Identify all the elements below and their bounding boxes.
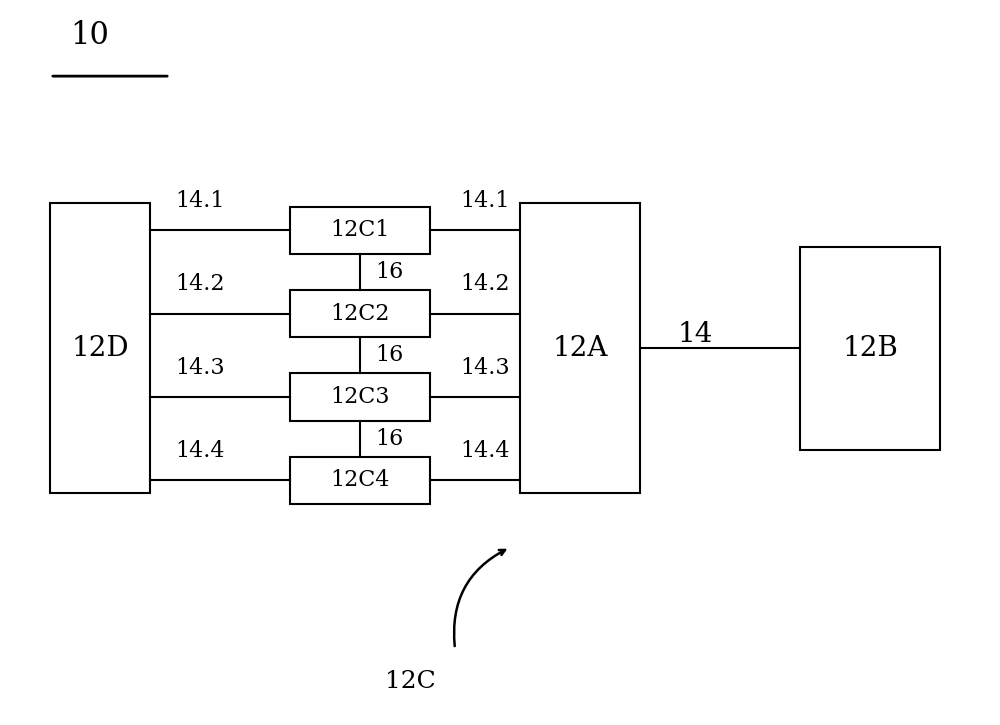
- Text: 14.4: 14.4: [175, 440, 225, 463]
- FancyBboxPatch shape: [520, 203, 640, 493]
- Text: 14.1: 14.1: [460, 190, 510, 212]
- Text: 14.2: 14.2: [460, 273, 510, 296]
- Text: 14.4: 14.4: [460, 440, 510, 463]
- FancyBboxPatch shape: [290, 457, 430, 504]
- Text: 14.3: 14.3: [460, 357, 510, 378]
- Text: 10: 10: [71, 20, 109, 51]
- Text: 16: 16: [375, 261, 403, 283]
- Text: 12D: 12D: [71, 334, 129, 362]
- Text: 14.3: 14.3: [175, 357, 225, 378]
- FancyBboxPatch shape: [290, 290, 430, 337]
- FancyBboxPatch shape: [290, 207, 430, 254]
- Text: 12C1: 12C1: [330, 219, 390, 241]
- FancyBboxPatch shape: [50, 203, 150, 493]
- Text: 16: 16: [375, 344, 403, 366]
- Text: 12C4: 12C4: [330, 469, 390, 492]
- Text: 12A: 12A: [552, 334, 608, 362]
- Text: 12C2: 12C2: [330, 302, 390, 325]
- FancyBboxPatch shape: [290, 373, 430, 420]
- Text: 12C3: 12C3: [330, 386, 390, 408]
- Text: 12C: 12C: [385, 670, 435, 693]
- Text: 16: 16: [375, 428, 403, 450]
- FancyBboxPatch shape: [800, 247, 940, 450]
- Text: 14: 14: [677, 321, 713, 348]
- Text: 14.1: 14.1: [175, 190, 225, 212]
- Text: 14.2: 14.2: [175, 273, 225, 296]
- Text: 12B: 12B: [842, 334, 898, 362]
